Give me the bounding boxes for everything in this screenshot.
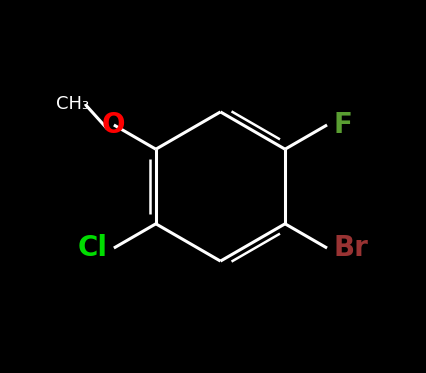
Text: Br: Br xyxy=(334,234,368,262)
Text: F: F xyxy=(334,111,353,139)
Text: Cl: Cl xyxy=(77,234,107,262)
Text: O: O xyxy=(102,111,126,139)
Text: CH₃: CH₃ xyxy=(56,95,89,113)
